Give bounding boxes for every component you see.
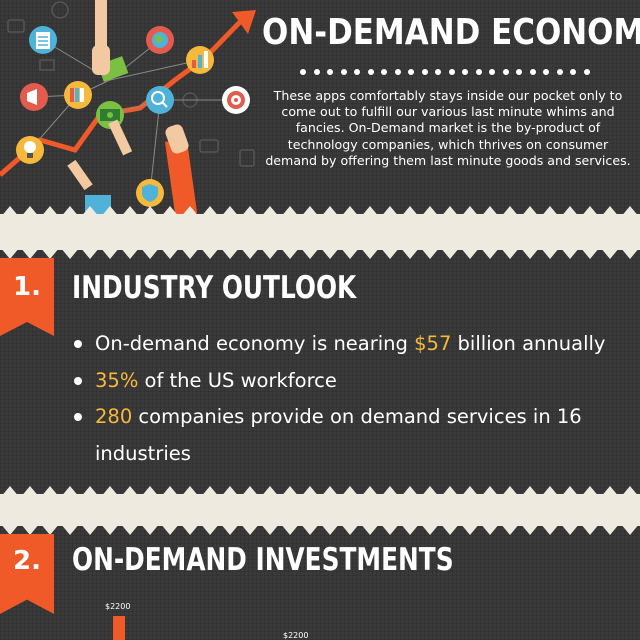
target-icon	[222, 86, 250, 114]
section-1-title: INDUSTRY OUTLOOK	[72, 270, 357, 306]
document-icon	[29, 26, 57, 54]
bar-label: $2200	[283, 631, 309, 640]
books-icon	[64, 81, 92, 109]
globe-icon	[146, 26, 174, 54]
dotted-divider	[300, 69, 590, 77]
section-2-title: ON-DEMAND INVESTMENTS	[72, 542, 454, 578]
bar-label: $2200	[105, 602, 131, 611]
hero-illustration	[0, 0, 256, 215]
list-item: 35% of the US workforce	[74, 363, 634, 400]
hero-description: These apps comfortably stays inside our …	[265, 88, 631, 168]
bar-chart-icon	[186, 46, 214, 74]
megaphone-icon	[20, 83, 48, 111]
list-item: 280 companies provide on demand services…	[74, 399, 634, 472]
cream-band	[0, 214, 640, 250]
section-1-number: 1.	[13, 272, 41, 302]
hero-title: ON-DEMAND ECONOMY	[262, 12, 640, 53]
search-icon	[146, 86, 174, 114]
section-2-number: 2.	[13, 546, 41, 576]
cream-band-2	[0, 494, 640, 526]
industry-outlook-list: On-demand economy is nearing $57 billion…	[74, 326, 634, 472]
shield-icon	[136, 179, 164, 207]
zigzag-border-bottom-2	[0, 523, 640, 535]
hand-icon	[67, 0, 198, 215]
lightbulb-icon	[16, 136, 44, 164]
hero-section: ON-DEMAND ECONOMY These apps comfortably…	[0, 0, 640, 215]
chart-bar	[113, 616, 125, 640]
zigzag-border-bottom	[0, 247, 640, 259]
list-item: On-demand economy is nearing $57 billion…	[74, 326, 634, 363]
